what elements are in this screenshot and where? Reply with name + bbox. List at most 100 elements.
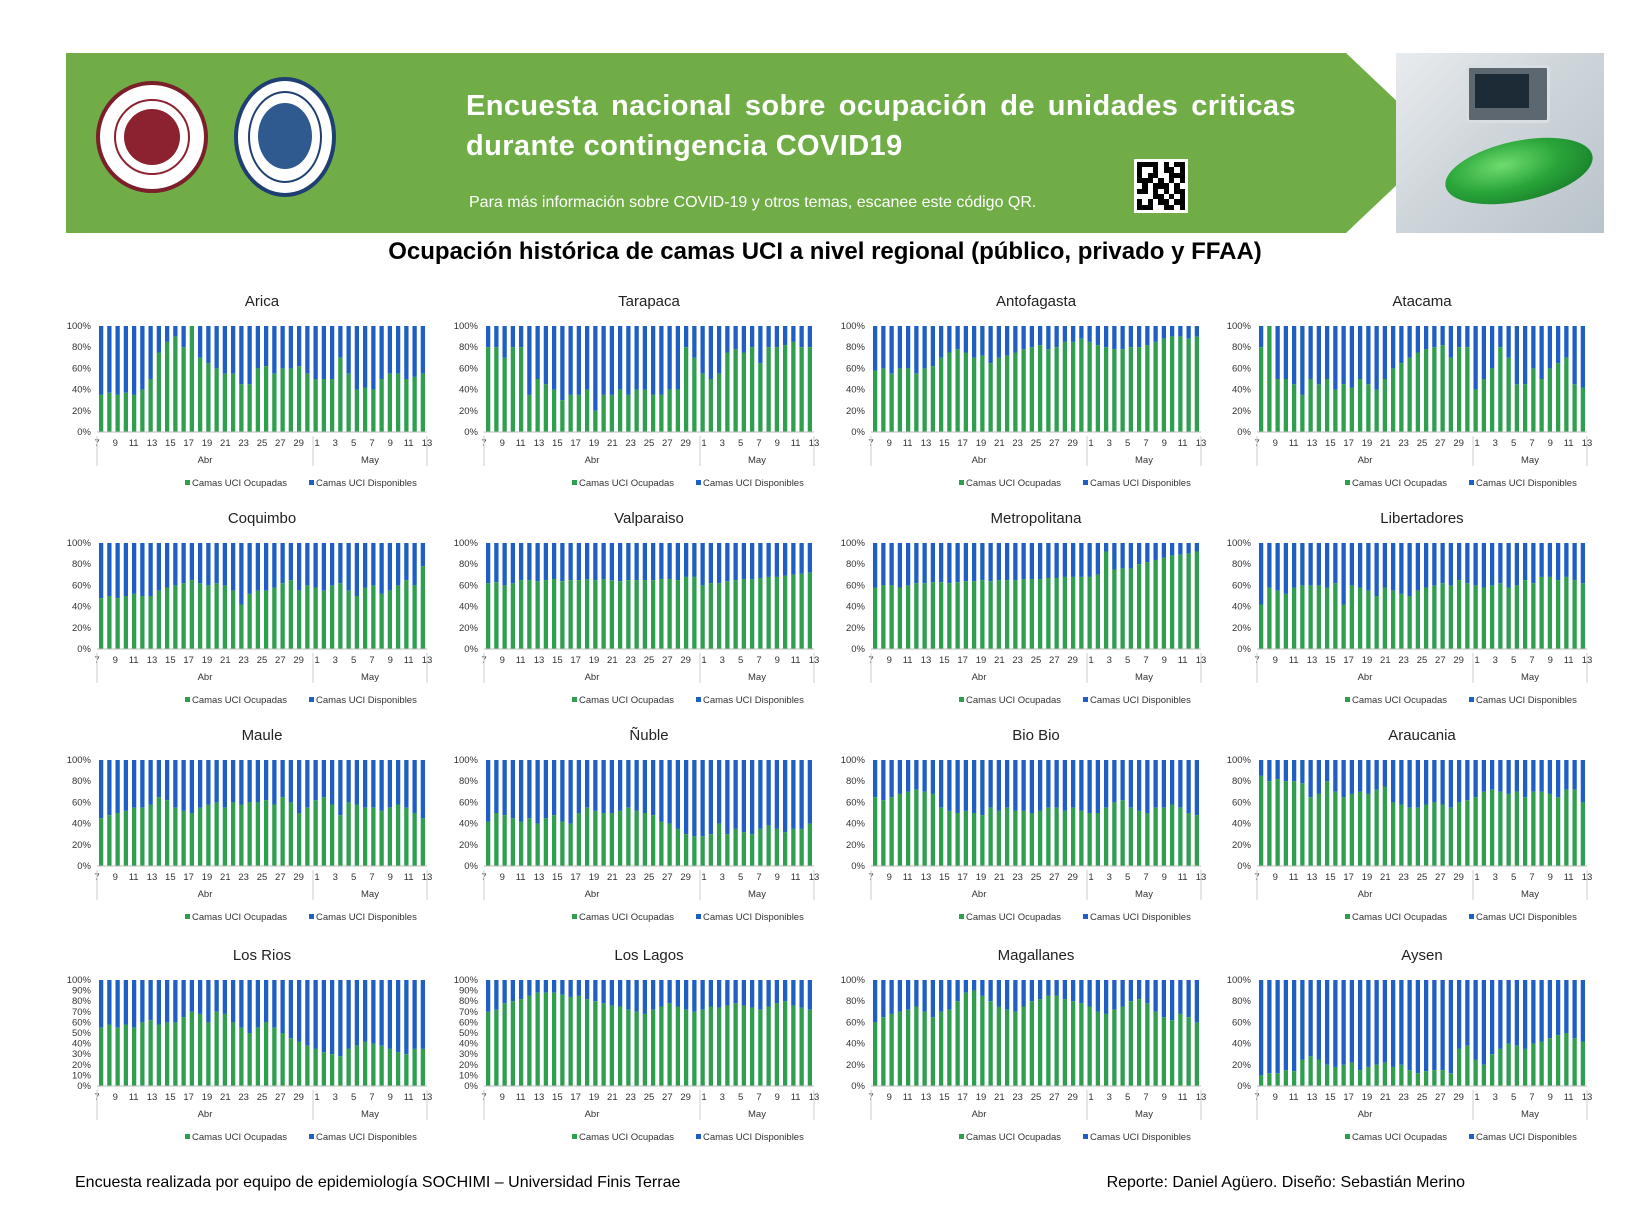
bar-ocupadas (1128, 568, 1134, 649)
bar-disponibles (1432, 760, 1437, 803)
bar-disponibles (485, 326, 491, 348)
bar-disponibles (872, 760, 878, 798)
bar-disponibles (535, 543, 540, 582)
bar-ocupadas (1145, 1003, 1150, 1086)
bar-disponibles (1258, 543, 1264, 605)
bar-disponibles (963, 543, 969, 582)
bar-ocupadas (700, 836, 705, 866)
x-tick-label: 5 (738, 438, 743, 449)
bar-ocupadas (115, 813, 120, 866)
bar-ocupadas (1489, 585, 1495, 649)
bar-disponibles (1194, 543, 1200, 552)
bar-disponibles (1120, 980, 1125, 1007)
month-label: May (1521, 455, 1539, 466)
bar-disponibles (1357, 326, 1363, 379)
bar-disponibles (1423, 543, 1429, 588)
month-label: May (748, 672, 766, 683)
bar-ocupadas (996, 1006, 1002, 1086)
chart-svg: Libertadores0%20%40%60%80%100%7911131517… (1227, 510, 1593, 706)
bar-disponibles (1481, 980, 1487, 1065)
bar-disponibles (1399, 326, 1404, 364)
x-tick-label: 29 (680, 872, 691, 883)
bar-ocupadas (420, 818, 426, 866)
bar-disponibles (1432, 543, 1437, 586)
bar-disponibles (510, 980, 516, 1002)
x-tick-label: 15 (939, 655, 950, 666)
x-tick-label: 29 (1453, 655, 1464, 666)
bar-ocupadas (791, 1005, 796, 1086)
bar-ocupadas (807, 1009, 813, 1086)
bar-ocupadas (1128, 1001, 1134, 1086)
bar-disponibles (1300, 980, 1305, 1060)
x-tick-label: 29 (680, 438, 691, 449)
bar-ocupadas (1547, 576, 1553, 649)
bar-ocupadas (659, 1006, 664, 1086)
bar-ocupadas (296, 1041, 302, 1086)
bar-ocupadas (955, 349, 960, 432)
bar-disponibles (1456, 760, 1462, 803)
bar-ocupadas (799, 1007, 804, 1086)
bar-disponibles (214, 760, 219, 803)
bar-disponibles (593, 543, 598, 581)
x-tick-label: 25 (1031, 438, 1042, 449)
bar-disponibles (1161, 326, 1167, 339)
y-tick-label: 20% (1232, 840, 1252, 851)
y-tick-label: 40% (459, 602, 479, 613)
legend-label: Camas UCI Disponibles (316, 478, 417, 489)
bar-ocupadas (148, 804, 153, 866)
bar-disponibles (675, 326, 681, 390)
bar-disponibles (1021, 760, 1026, 811)
x-tick-label: 9 (1162, 872, 1167, 883)
bar-disponibles (1531, 980, 1536, 1044)
x-tick-label: 29 (293, 1092, 304, 1103)
bar-ocupadas (749, 579, 755, 649)
x-tick-label: 3 (333, 655, 338, 666)
finis-terrae-logo (234, 77, 336, 197)
bar-disponibles (1547, 326, 1553, 369)
x-tick-label: 27 (275, 872, 286, 883)
bar-disponibles (1112, 760, 1117, 803)
bar-ocupadas (1432, 585, 1437, 649)
bar-disponibles (1087, 326, 1092, 342)
bar-ocupadas (173, 585, 178, 649)
bar-disponibles (560, 543, 565, 582)
bar-ocupadas (634, 810, 639, 866)
x-tick-label: 9 (775, 655, 780, 666)
bar-disponibles (1333, 980, 1338, 1067)
bar-disponibles (1498, 760, 1503, 792)
footer-report: Reporte: Daniel Agüero. Diseño: Sebastiá… (1106, 1174, 1465, 1191)
bar-disponibles (362, 760, 368, 808)
bar-disponibles (1382, 760, 1388, 787)
legend-swatch (1469, 1134, 1474, 1139)
bar-disponibles (568, 543, 573, 581)
bar-disponibles (1514, 980, 1520, 1046)
bar-ocupadas (379, 1045, 384, 1086)
chart-aysen: Aysen0%20%40%60%80%100%79111315171921232… (1215, 944, 1595, 1159)
bar-disponibles (642, 980, 648, 1014)
bar-ocupadas (387, 807, 393, 866)
bar-ocupadas (1498, 791, 1503, 866)
bar-ocupadas (412, 376, 417, 432)
x-tick-label: 5 (1125, 1092, 1130, 1103)
chart-svg: Metropolitana0%20%40%60%80%100%791113151… (841, 510, 1207, 706)
y-tick-label: 100% (67, 975, 92, 986)
bar-ocupadas (305, 807, 310, 866)
bar-ocupadas (1004, 1009, 1010, 1086)
bar-ocupadas (272, 373, 277, 432)
bar-disponibles (239, 543, 244, 605)
qr-code-icon[interactable] (1134, 159, 1188, 213)
x-tick-label: 23 (1012, 1092, 1023, 1103)
bar-disponibles (1448, 543, 1454, 586)
y-tick-label: 40% (72, 385, 92, 396)
x-tick-label: 21 (220, 1092, 231, 1103)
chart-libertadores: Libertadores0%20%40%60%80%100%7911131517… (1215, 507, 1595, 722)
bar-ocupadas (593, 810, 598, 866)
bar-ocupadas (1013, 580, 1018, 649)
bar-disponibles (412, 543, 417, 586)
x-tick-label: 23 (1398, 1092, 1409, 1103)
bar-ocupadas (494, 1009, 499, 1086)
bar-ocupadas (1341, 1064, 1346, 1086)
x-tick-label: 3 (1107, 1092, 1112, 1103)
bar-ocupadas (1062, 999, 1068, 1086)
bar-disponibles (675, 543, 681, 581)
